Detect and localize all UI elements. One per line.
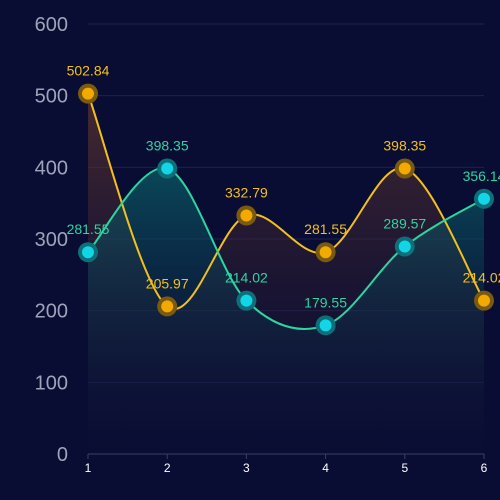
data-point[interactable]: [161, 300, 174, 313]
data-point[interactable]: [82, 87, 94, 100]
y-tick-label: 100: [35, 372, 68, 394]
data-point[interactable]: [478, 192, 490, 205]
data-point[interactable]: [398, 162, 411, 175]
data-label: 502.84: [67, 63, 110, 79]
x-tick-label: 5: [401, 461, 408, 475]
y-tick-label: 200: [35, 301, 68, 323]
data-label: 214.02: [225, 270, 268, 286]
data-label: 214.02: [463, 270, 500, 286]
data-label: 289.57: [383, 215, 426, 231]
data-point[interactable]: [240, 294, 253, 307]
x-tick-label: 3: [243, 461, 250, 475]
y-tick-label: 300: [35, 229, 68, 251]
data-label: 281.55: [67, 221, 110, 237]
x-tick-label: 2: [164, 461, 171, 475]
data-label: 356.14: [463, 168, 500, 184]
x-tick-label: 4: [322, 461, 329, 475]
data-label: 332.79: [225, 185, 268, 201]
axis-layer: 0 100 200 300 400 500 600 1 2 3 4 5 6: [35, 14, 488, 475]
data-point[interactable]: [82, 246, 94, 259]
data-label: 205.97: [146, 275, 189, 291]
data-point[interactable]: [478, 294, 490, 307]
data-point[interactable]: [319, 319, 332, 332]
y-tick-label: 0: [57, 444, 68, 466]
label-layer: 502.84 205.97 332.79 281.55 398.35 214.02 281.…: [67, 63, 500, 311]
y-tick-label: 600: [35, 14, 68, 36]
data-label: 179.55: [304, 294, 347, 310]
data-point[interactable]: [161, 162, 174, 175]
series-line: [87, 93, 485, 310]
x-tick-label: 1: [85, 461, 92, 475]
data-point[interactable]: [240, 209, 253, 222]
y-tick-label: 400: [35, 157, 68, 179]
data-label: 398.35: [146, 138, 189, 154]
data-point[interactable]: [319, 246, 332, 259]
x-tick-label: 6: [481, 461, 488, 475]
data-point[interactable]: [398, 240, 411, 253]
series-area: [88, 167, 484, 454]
data-label: 281.55: [304, 221, 347, 237]
marker-layer: [78, 83, 494, 336]
y-tick-label: 500: [35, 86, 68, 108]
area-layer: [88, 93, 484, 454]
data-label: 398.35: [383, 138, 426, 154]
